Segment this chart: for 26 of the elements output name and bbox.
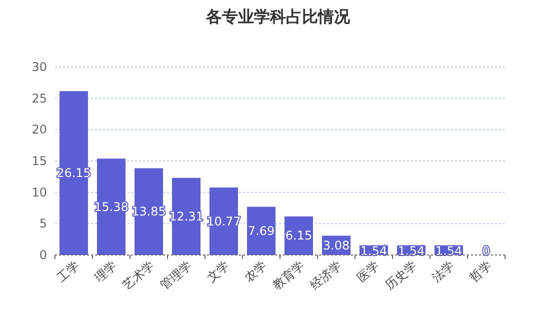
y-tick-label: 30 — [32, 60, 47, 74]
x-tick-label: 管理学 — [158, 258, 194, 292]
bar — [60, 91, 88, 255]
data-label: 3.08 — [322, 238, 350, 252]
data-label: 1.54 — [435, 244, 462, 258]
y-tick-label: 0 — [39, 248, 47, 262]
x-tick-label: 教育学 — [270, 258, 307, 292]
y-tick-label: 15 — [32, 154, 47, 168]
x-tick-label: 理学 — [92, 258, 120, 285]
y-tick-label: 25 — [32, 91, 47, 106]
data-label: 1.54 — [360, 244, 388, 258]
y-tick-label: 20 — [32, 122, 47, 137]
x-tick-label: 历史学 — [382, 258, 420, 292]
x-tick-label: 哲学 — [466, 258, 494, 285]
x-tick-label: 经济学 — [308, 258, 344, 292]
x-tick-label: 农学 — [242, 258, 270, 285]
data-label: 6.15 — [285, 228, 312, 243]
x-tick-label: 文学 — [204, 258, 232, 285]
chart-title: 各专业学科占比情况 — [205, 7, 351, 26]
y-tick-label: 10 — [32, 185, 47, 200]
x-tick-label: 医学 — [354, 258, 382, 285]
x-tick-label: 法学 — [429, 258, 457, 285]
x-tick-label: 艺术学 — [120, 258, 157, 292]
y-tick-label: 5 — [39, 216, 47, 231]
x-tick-label: 工学 — [54, 258, 82, 285]
data-label: 7.69 — [248, 224, 275, 238]
